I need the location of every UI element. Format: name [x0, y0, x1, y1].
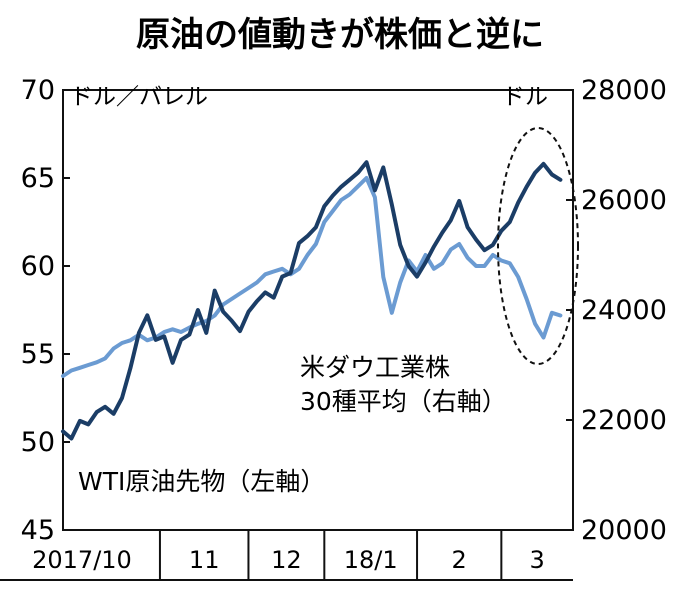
month-label: 3 [530, 546, 545, 574]
left-tick-label: 70 [21, 75, 55, 106]
chart-title: 原油の値動きが株価と逆に [136, 15, 544, 55]
left-tick-label: 60 [21, 251, 55, 282]
right-axis: 20000 22000 24000 26000 28000 [566, 75, 667, 546]
month-label: 18/1 [344, 546, 398, 574]
right-tick-label: 24000 [581, 295, 667, 326]
right-tick-label: 28000 [581, 75, 667, 106]
dow-annotation-line1: 米ダウ工業株 [300, 353, 450, 382]
left-tick-label: 50 [21, 427, 55, 458]
wti-series-line [61, 160, 563, 441]
month-label: 12 [271, 546, 302, 574]
dow-series-line [61, 176, 563, 378]
left-tick-label: 45 [21, 515, 55, 546]
left-axis: 45 50 55 60 65 70 [21, 75, 70, 546]
left-axis-unit: ドル／バレル [70, 84, 208, 110]
month-label: 2 [452, 546, 467, 574]
right-tick-label: 26000 [581, 185, 667, 216]
x-axis: 2017/10 11 12 18/1 2 3 [0, 530, 573, 581]
month-label: 2017/10 [32, 546, 132, 574]
right-axis-unit: ドル [502, 84, 548, 110]
right-tick-label: 20000 [581, 515, 667, 546]
left-tick-label: 55 [21, 339, 55, 370]
month-label: 11 [189, 546, 220, 574]
left-tick-label: 65 [21, 163, 55, 194]
right-tick-label: 22000 [581, 405, 667, 436]
dow-annotation-line2: 30種平均（右軸） [300, 387, 507, 416]
wti-annotation: WTI原油先物（左軸） [78, 467, 325, 496]
plot-frame [62, 89, 574, 531]
highlight-ellipse [497, 127, 579, 365]
series-layer [61, 160, 563, 441]
